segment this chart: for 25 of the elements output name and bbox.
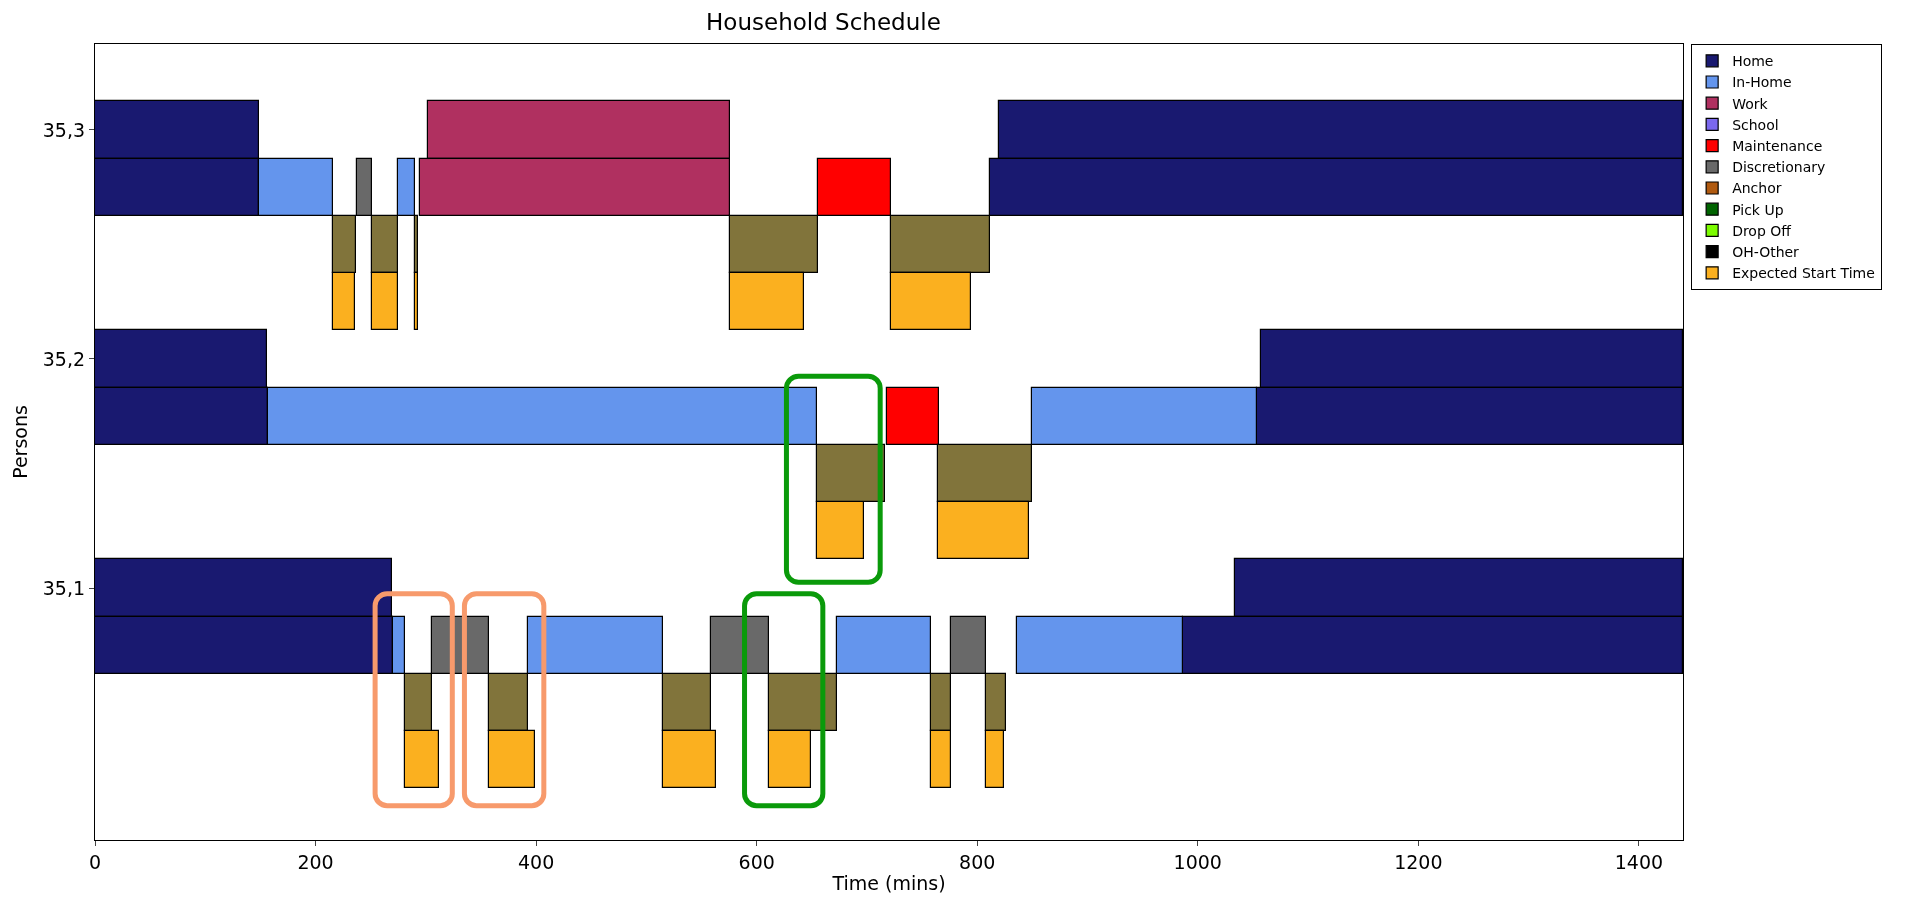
legend-label: OH-Other [1732,244,1800,261]
x-tick-label: 1000 [1173,850,1222,873]
legend-label: Work [1732,95,1769,112]
legend-label: Drop Off [1732,222,1792,239]
x-tick-label: 400 [517,850,555,873]
legend-label: Discretionary [1732,159,1826,176]
x-tick-label: 800 [959,850,996,873]
legend-label: Pick Up [1732,201,1784,218]
x-tick-label: 1200 [1394,850,1443,873]
legend-label: Expected Start Time [1732,265,1875,282]
y-tick-label: 35,2 [42,347,86,370]
x-tick-label: 1400 [1614,850,1664,873]
legend-label: Anchor [1732,180,1782,197]
chart-title: Household Schedule [706,8,941,35]
y-tick-label: 35,3 [42,118,86,141]
legend-label: Home [1732,53,1774,70]
x-axis-title: Time (mins) [831,871,946,894]
y-tick-label: 35,1 [42,576,86,599]
legend-label: Maintenance [1732,138,1823,155]
legend-label: In-Home [1732,74,1792,91]
x-tick-label: 200 [297,850,334,873]
x-tick-label: 0 [88,850,102,873]
y-axis-title: Persons [8,405,31,479]
x-tick-label: 600 [738,850,775,873]
legend-label: School [1732,116,1779,133]
